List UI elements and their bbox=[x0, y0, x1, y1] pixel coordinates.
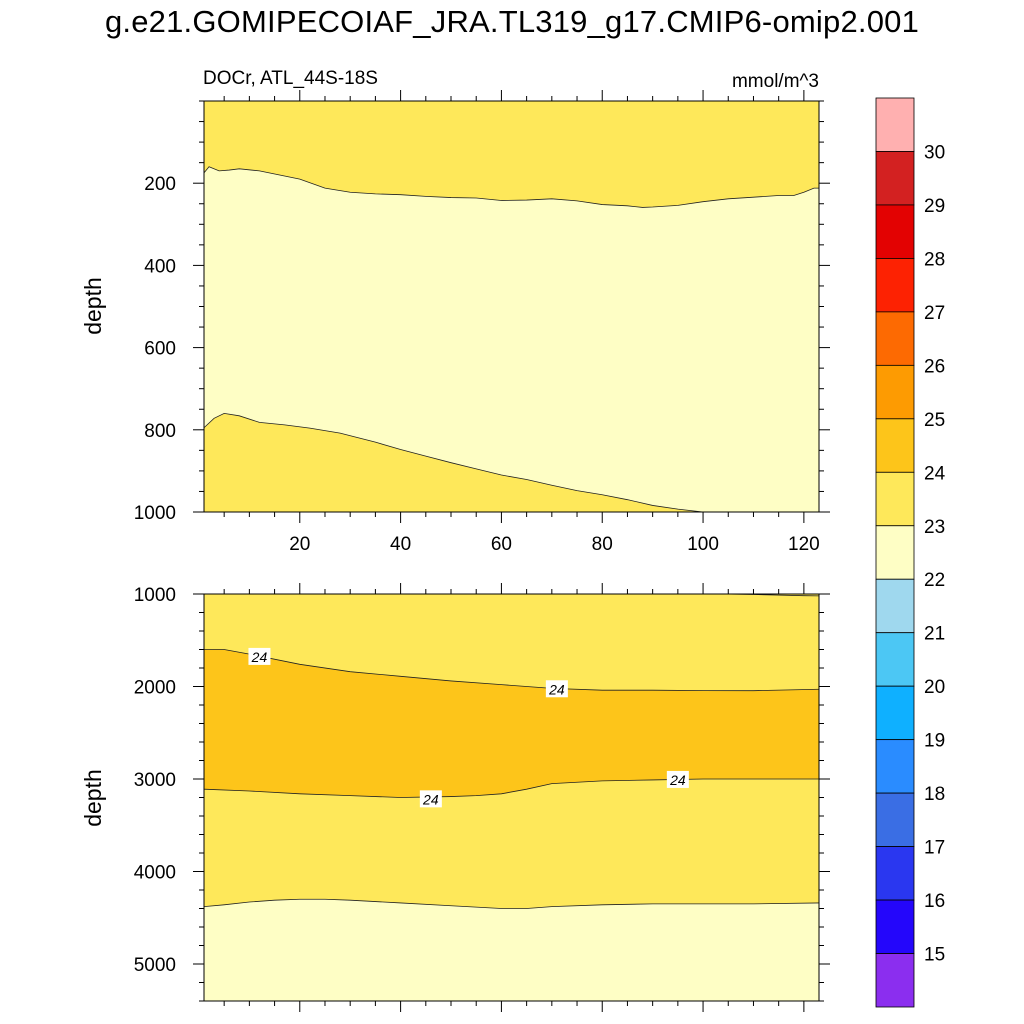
contour-fill-region bbox=[204, 413, 719, 512]
y-tick-label: 3000 bbox=[134, 770, 176, 791]
contour-label: 24 bbox=[548, 681, 565, 697]
contour-line bbox=[204, 898, 819, 909]
y-tick-label: 4000 bbox=[134, 863, 176, 884]
colorbar-label: 24 bbox=[924, 463, 946, 484]
colorbar-swatch bbox=[875, 418, 915, 473]
x-tick-label: 20 bbox=[289, 534, 310, 555]
colorbar-label: 26 bbox=[924, 356, 945, 377]
colorbar-label: 28 bbox=[924, 249, 945, 270]
contour-label-box bbox=[419, 790, 442, 808]
contour-label-box bbox=[666, 770, 689, 788]
colorbar-swatch bbox=[875, 739, 915, 794]
y-axis-label: depth bbox=[80, 769, 106, 827]
contour-label: 24 bbox=[251, 649, 268, 665]
y-axis-label: depth bbox=[80, 277, 106, 335]
contour-line bbox=[204, 412, 719, 512]
x-tick-label: 60 bbox=[491, 534, 512, 555]
colorbar-label: 29 bbox=[924, 196, 945, 217]
colorbar-label: 20 bbox=[924, 677, 945, 698]
y-tick-label: 1000 bbox=[134, 503, 176, 524]
colorbar-swatch bbox=[875, 471, 915, 527]
contour-label: 24 bbox=[422, 791, 439, 807]
colorbar-swatch bbox=[875, 899, 915, 954]
colorbar-swatch bbox=[875, 151, 915, 206]
colorbar-label: 27 bbox=[924, 303, 945, 324]
colorbar-label: 17 bbox=[924, 838, 945, 859]
colorbar-label: 19 bbox=[924, 731, 945, 752]
colorbar-label: 30 bbox=[924, 142, 945, 163]
colorbar-label: 23 bbox=[924, 517, 945, 538]
colorbar-label: 21 bbox=[924, 624, 945, 645]
colorbar-label: 16 bbox=[924, 891, 945, 912]
colorbar-swatch bbox=[875, 525, 915, 580]
y-tick-label: 800 bbox=[144, 421, 176, 442]
colorbar-swatch bbox=[875, 632, 915, 687]
contour-label-box bbox=[248, 647, 271, 665]
colorbar-swatch bbox=[875, 846, 915, 901]
contour-line bbox=[204, 166, 819, 208]
figure-title: g.e21.GOMIPECOIAF_JRA.TL319_g17.CMIP6-om… bbox=[104, 4, 920, 39]
y-tick-label: 5000 bbox=[134, 955, 176, 976]
colorbar-swatch bbox=[875, 792, 915, 847]
upper-depth-panel: 20 40 60 80 100 120 200 400 600 800 1000 depth bbox=[80, 90, 830, 555]
colorbar-swatch bbox=[875, 311, 915, 366]
colorbar-label: 22 bbox=[924, 570, 945, 591]
units-subtitle: mmol/m^3 bbox=[732, 71, 819, 92]
colorbar-swatch bbox=[875, 578, 915, 634]
colorbar-label: 25 bbox=[924, 410, 945, 431]
contour-fill-region bbox=[204, 899, 819, 1001]
colorbar-swatch bbox=[875, 685, 915, 741]
x-tick-label: 80 bbox=[592, 534, 613, 555]
x-tick-label: 40 bbox=[390, 534, 411, 555]
colorbar-swatch bbox=[875, 258, 915, 313]
contour-fill-region bbox=[204, 166, 819, 512]
colorbar-swatch bbox=[875, 364, 915, 420]
colorbar-swatch bbox=[875, 204, 915, 259]
y-tick-label: 200 bbox=[144, 174, 176, 195]
y-tick-label: 1000 bbox=[134, 585, 176, 606]
colorbar: 15 16 17 18 19 20 21 22 23 24 25 26 27 28 29 30 bbox=[875, 97, 946, 1008]
colorbar-swatch bbox=[875, 97, 915, 152]
colorbar-label: 15 bbox=[924, 945, 945, 966]
colorbar-swatch bbox=[875, 953, 915, 1008]
lower-depth-panel: 24 24 24 24 1000 2000 3000 4000 5000 depth bbox=[80, 583, 830, 1012]
contour-label: 24 bbox=[669, 772, 686, 788]
contour-label-box bbox=[545, 680, 568, 698]
y-tick-label: 600 bbox=[144, 339, 176, 360]
y-tick-label: 400 bbox=[144, 256, 176, 277]
y-tick-label: 2000 bbox=[134, 678, 176, 699]
variable-subtitle: DOCr, ATL_44S-18S bbox=[203, 68, 378, 89]
x-tick-label: 120 bbox=[788, 534, 820, 555]
colorbar-label: 18 bbox=[924, 784, 945, 805]
x-tick-label: 100 bbox=[687, 534, 719, 555]
